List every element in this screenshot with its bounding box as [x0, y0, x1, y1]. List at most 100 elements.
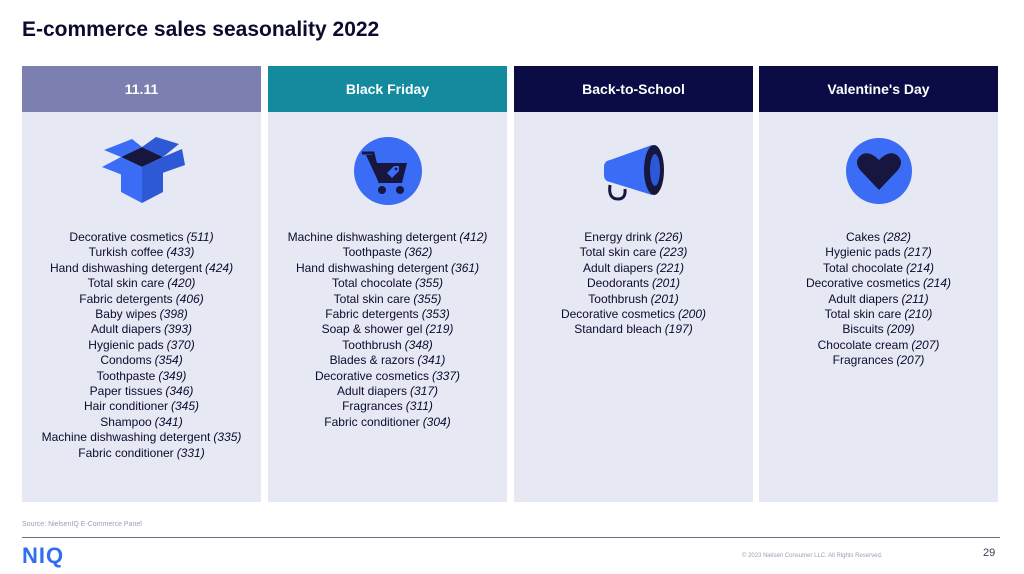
item-name: Machine dishwashing detergent [41, 430, 211, 445]
item-name: Toothpaste [342, 245, 402, 260]
list-item: Adult diapers (317) [268, 384, 507, 399]
column-back-to-school: Back-to-School Energy drink (226) Total sk… [514, 66, 753, 502]
list-item: Hand dishwashing detergent (361) [268, 261, 507, 276]
item-value: (346) [165, 384, 194, 399]
list-item: Shampoo (341) [22, 415, 261, 430]
column-item-list: Decorative cosmetics (511) Turkish coffee(… [22, 230, 261, 461]
list-item: Total skin care (355) [268, 292, 507, 307]
item-name: Fabric conditioner [324, 414, 420, 429]
list-item: Cakes (282) [759, 230, 998, 245]
list-item: Chocolate cream (207) [759, 338, 998, 353]
item-name: Fabric detergents [325, 307, 419, 322]
item-value: (223) [659, 245, 688, 260]
list-item: Soap & shower gel (219) [268, 322, 507, 337]
list-item: Paper tissues (346) [22, 384, 261, 399]
list-item: Machine dishwashing detergent (412) [268, 230, 507, 245]
item-value: (393) [164, 322, 193, 337]
item-value: (226) [654, 230, 683, 244]
item-value: (406) [175, 291, 204, 306]
item-name: Hand dishwashing detergent [295, 260, 449, 275]
item-name: Baby wipes [95, 307, 157, 322]
item-value: (354) [154, 353, 183, 368]
list-item: Fabric conditioner (304) [268, 415, 507, 430]
page-title: E-commerce sales seasonality 2022 [22, 18, 380, 41]
source-note: Source: NielsenIQ E-Commerce Panel [22, 521, 142, 528]
item-name: Soap & shower gel [321, 322, 423, 337]
item-value: (353) [421, 307, 450, 322]
item-name: Shampoo [100, 414, 152, 429]
item-name: Blades & razors [329, 353, 415, 368]
item-name: Fragrances [342, 399, 403, 414]
item-value: (217) [903, 245, 932, 260]
list-item: Fabric conditioner (331) [22, 446, 261, 461]
item-name: Toothpaste [96, 368, 156, 383]
item-value: (200) [678, 307, 707, 322]
item-value: (398) [159, 307, 188, 322]
item-name: Hand dishwashing detergent [49, 260, 203, 275]
item-value: (311) [405, 399, 433, 414]
list-item: Decorative cosmetics (214) [759, 276, 998, 291]
list-item: Biscuits (209) [759, 322, 998, 337]
item-name: Toothbrush [588, 291, 648, 306]
item-value: (207) [896, 353, 925, 368]
item-name: Chocolate cream [817, 337, 909, 352]
page-number: 29 [983, 547, 996, 559]
item-value: (362) [404, 245, 433, 260]
item-name: Hygienic pads [825, 245, 901, 260]
item-value: (214) [923, 276, 952, 291]
column-item-list: Machine dishwashing detergent (412) Toothp… [268, 230, 507, 430]
list-item: Adult diapers (221) [514, 261, 753, 276]
item-value: (341) [154, 414, 183, 429]
column-header-label: Back-to-School [582, 81, 685, 97]
item-name: Adult diapers [90, 322, 162, 337]
column-header: Black Friday [268, 66, 507, 112]
item-value: (349) [158, 368, 187, 383]
item-name: Paper tissues [89, 384, 163, 399]
list-item: Total skin care (420) [22, 276, 261, 291]
shopping-cart-icon [353, 137, 422, 205]
list-item: Hygienic pads (370) [22, 338, 261, 353]
item-value: (424) [205, 260, 234, 275]
item-name: Total skin care [333, 291, 411, 306]
item-name: Total skin care [87, 276, 165, 291]
item-name: Hair conditioner [83, 399, 169, 414]
item-value: (201) [650, 291, 679, 306]
item-value: (304) [422, 414, 451, 429]
megaphone-icon [603, 145, 664, 201]
list-item: Fabric detergents (353) [268, 307, 507, 322]
item-name: Deodorants [586, 276, 650, 291]
item-name: Total chocolate [822, 260, 904, 275]
column-item-list: Energy drink (226) Total skin care (223) Adu… [514, 230, 753, 338]
column-item-list: Cakes (282) Hygienic pads (217) Total chocol… [759, 230, 998, 369]
list-item: Fragrances (207) [759, 353, 998, 368]
list-item: Total chocolate (355) [268, 276, 507, 291]
item-value: (412) [459, 230, 488, 244]
column-header: 11.11 [22, 66, 261, 112]
item-value: (345) [171, 399, 200, 414]
list-item: Toothbrush (201) [514, 292, 753, 307]
item-value: (221) [656, 260, 685, 275]
column-black-friday: Black Friday Machine dishwashing deterge… [268, 66, 507, 502]
item-name: Decorative cosmetics [560, 307, 676, 322]
item-name: Adult diapers [828, 291, 899, 306]
item-value: (370) [166, 337, 195, 352]
column-header-label: Black Friday [345, 81, 430, 97]
item-value: (317) [410, 384, 439, 399]
list-item: Total skin care (223) [514, 245, 753, 260]
item-name: Decorative cosmetics [805, 276, 921, 291]
column-header: Valentine's Day [759, 66, 998, 112]
list-item: Toothpaste (362) [268, 245, 507, 260]
item-value: (207) [911, 337, 940, 352]
item-value: (511) [186, 230, 214, 244]
list-item: Adult diapers (393) [22, 322, 261, 337]
list-item: Toothpaste (349) [22, 369, 261, 384]
list-item: Blades & razors (341) [268, 353, 507, 368]
item-value: (335) [213, 430, 242, 445]
item-name: Adult diapers [582, 260, 654, 275]
item-name: Fabric conditioner [78, 445, 174, 460]
item-value: (282) [883, 230, 912, 244]
list-item: Total skin care (210) [759, 307, 998, 322]
niq-logo: NIQ [22, 543, 65, 568]
list-item: Standard bleach (197) [514, 322, 753, 337]
item-value: (355) [415, 276, 444, 291]
